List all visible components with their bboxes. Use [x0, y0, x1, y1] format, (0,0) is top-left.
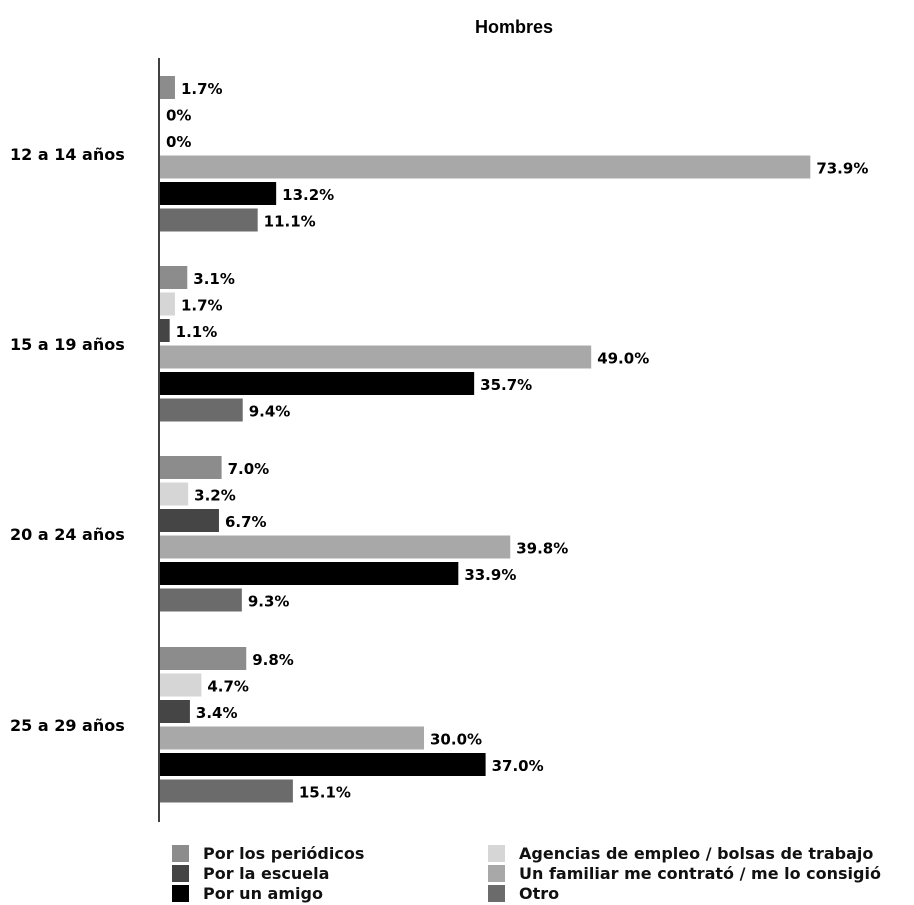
legend-label: Por la escuela: [203, 863, 330, 883]
bar: [160, 779, 293, 803]
bar: [160, 76, 175, 99]
bar-value-label: 1.7%: [181, 297, 223, 315]
bar: [160, 726, 424, 750]
bar-value-label: 7.0%: [228, 460, 270, 478]
bar: [160, 509, 219, 532]
legend-item-por-los-periodicos: Por los periódicos: [172, 843, 364, 863]
legend-swatch: [488, 844, 505, 862]
bar-value-label: 6.7%: [225, 513, 267, 531]
bar-value-label: 0%: [166, 107, 191, 125]
bar: [160, 345, 592, 369]
legend-item-por-un-amigo: Por un amigo: [172, 883, 323, 903]
bar: [160, 700, 190, 723]
bar: [160, 266, 188, 289]
bar-value-label: 9.3%: [248, 593, 290, 611]
bar: [160, 398, 243, 422]
bar-value-label: 1.1%: [176, 323, 218, 341]
bar-value-label: 9.8%: [252, 651, 294, 669]
bar: [160, 456, 222, 479]
bar-value-label: 37.0%: [492, 757, 544, 775]
bar-value-label: 4.7%: [207, 678, 249, 696]
bar: [160, 673, 202, 697]
bar: [160, 647, 247, 670]
bar-value-label: 11.1%: [264, 213, 316, 231]
legend-label: Agencias de empleo / bolsas de trabajo: [519, 843, 874, 863]
bar: [160, 482, 189, 506]
legend-label: Por los periódicos: [203, 843, 365, 863]
legend-label: Otro: [519, 883, 560, 903]
bar: [160, 588, 242, 612]
bar-value-label: 15.1%: [299, 784, 351, 802]
bars-layer: 12 a 14 años 1.7% 0% 0% 73.9% 13.2% 11.1% 15 a …: [10, 76, 868, 803]
bar-value-label: 3.2%: [194, 487, 236, 505]
legend-item-otro: Otro: [488, 883, 559, 903]
category-label: 20 a 24 años: [10, 525, 125, 544]
bar-value-label: 35.7%: [480, 376, 532, 394]
bar: [160, 155, 811, 179]
legend-label: Un familiar me contrató / me lo consigió: [519, 863, 881, 883]
legend: Por los periódicos Agencias de empleo / …: [172, 840, 914, 904]
bar-value-label: 39.8%: [516, 540, 568, 558]
bar-value-label: 49.0%: [597, 350, 649, 368]
category-label: 15 a 19 años: [10, 335, 125, 354]
category-label: 25 a 29 años: [10, 716, 125, 735]
legend-item-agencias-de-empleo: Agencias de empleo / bolsas de trabajo: [488, 843, 873, 863]
legend-swatch: [488, 884, 505, 902]
bar-value-label: 9.4%: [249, 403, 291, 421]
bar: [160, 753, 486, 776]
bar: [160, 562, 459, 585]
bar: [160, 292, 175, 316]
bar: [160, 182, 277, 205]
bar: [160, 208, 258, 232]
bar-value-label: 73.9%: [816, 160, 868, 178]
bar-value-label: 33.9%: [464, 566, 516, 584]
legend-swatch: [172, 884, 189, 902]
category-label: 12 a 14 años: [10, 145, 125, 164]
bar-value-label: 3.4%: [196, 704, 238, 722]
legend-item-un-familiar: Un familiar me contrató / me lo consigió: [488, 863, 881, 883]
legend-label: Por un amigo: [203, 883, 323, 903]
legend-swatch: [172, 844, 189, 862]
bar: [160, 535, 511, 559]
bar-value-label: 0%: [166, 133, 191, 151]
bar-value-label: 30.0%: [430, 731, 482, 749]
chart-title: Hombres: [475, 17, 553, 37]
bar: [160, 319, 170, 342]
bar: [160, 372, 475, 395]
legend-item-por-la-escuela: Por la escuela: [172, 863, 329, 883]
legend-swatch: [172, 864, 189, 882]
legend-swatch: [488, 864, 505, 882]
bar-value-label: 1.7%: [181, 80, 223, 98]
bar-value-label: 3.1%: [193, 270, 235, 288]
bar-value-label: 13.2%: [282, 186, 334, 204]
